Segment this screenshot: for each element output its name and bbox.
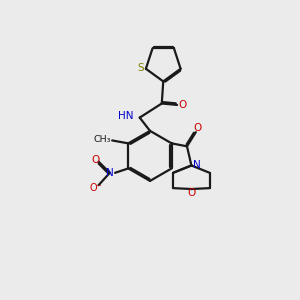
Text: CH₃: CH₃ bbox=[93, 135, 111, 144]
Text: O: O bbox=[193, 123, 201, 133]
Text: N: N bbox=[193, 160, 201, 170]
Text: O: O bbox=[179, 100, 187, 110]
Text: O: O bbox=[188, 188, 196, 197]
Text: HN: HN bbox=[118, 111, 133, 121]
Text: O⁻: O⁻ bbox=[89, 182, 102, 193]
Text: S: S bbox=[138, 63, 144, 73]
Text: N: N bbox=[106, 168, 114, 178]
Text: O: O bbox=[92, 155, 100, 165]
